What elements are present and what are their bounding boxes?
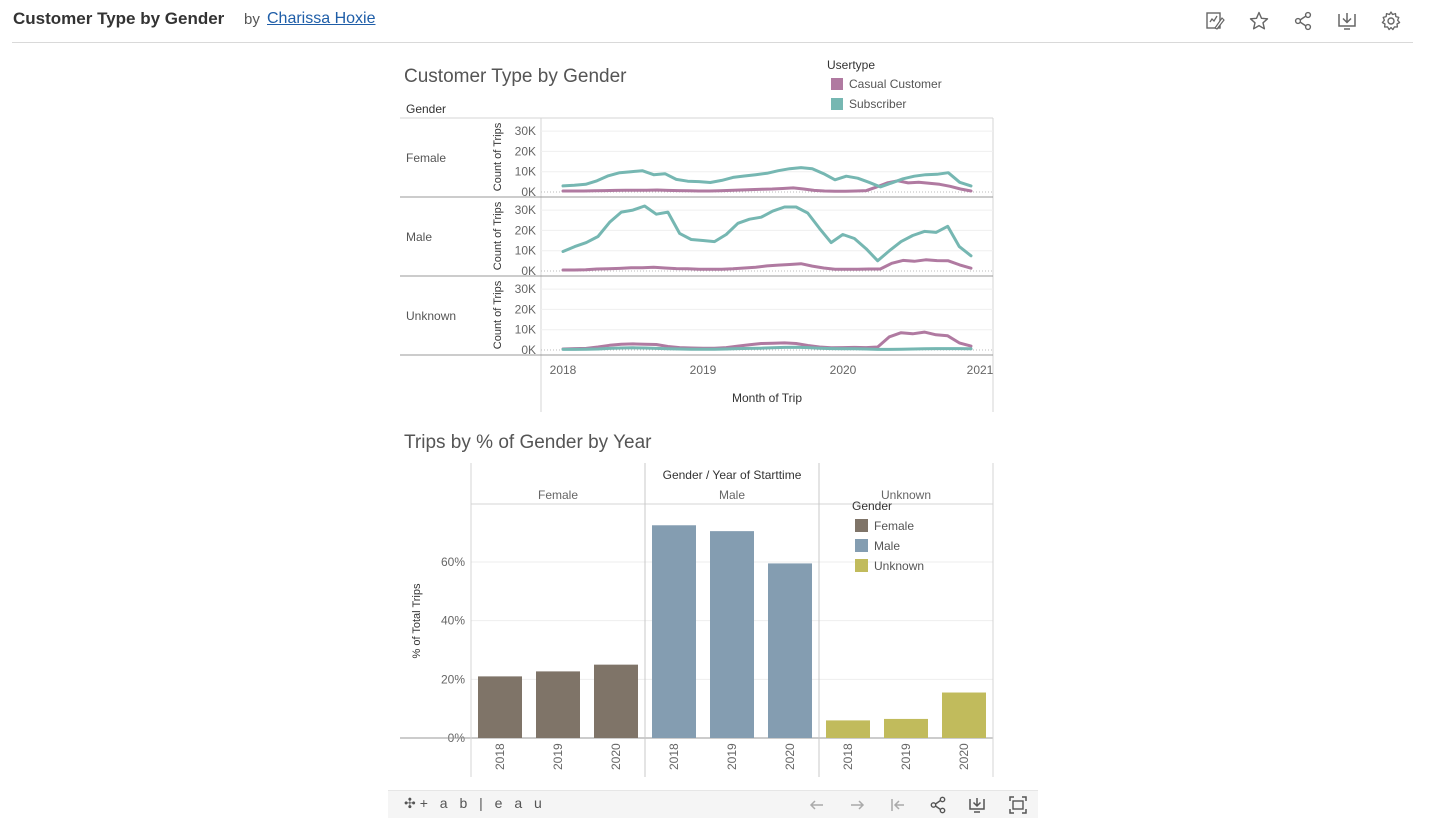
bar-group-label-male: Male: [719, 488, 745, 502]
viz-title: Customer Type by Gender: [13, 9, 225, 28]
byline-by: by: [244, 11, 260, 28]
panel-label-unknown: Unknown: [406, 309, 456, 323]
settings-gear-icon[interactable]: [1380, 10, 1402, 32]
bar-female-2020[interactable]: [594, 664, 638, 738]
series-line-casual-customer-male[interactable]: [561, 258, 973, 272]
bar-y-axis-label: % of Total Trips: [411, 583, 423, 658]
y-tick-label: 0K: [521, 264, 536, 278]
y-tick-label: 30K: [515, 124, 536, 138]
legend-swatch-unknown: [855, 559, 868, 572]
x-tick-2018: 2018: [550, 363, 577, 377]
bar-year-label: 2020: [609, 743, 623, 770]
y-axis-label: Count of Trips: [492, 201, 504, 270]
y-tick-label: 0K: [521, 343, 536, 357]
bar-male-2020[interactable]: [768, 563, 812, 738]
usertype-legend-title: Usertype: [827, 58, 875, 72]
y-tick-label: 30K: [515, 282, 536, 296]
bar-y-tick-label: 60%: [441, 555, 465, 569]
legend-label-unknown[interactable]: Unknown: [874, 559, 924, 573]
y-tick-label: 10K: [515, 244, 536, 258]
toolbar-divider: [12, 42, 1413, 43]
author-link[interactable]: Charissa Hoxie: [267, 10, 376, 27]
bar-year-label: 2018: [493, 743, 507, 770]
top-toolbar: Customer Type by Gender by Charissa Hoxi…: [0, 0, 1434, 43]
x-tick-2020: 2020: [830, 363, 857, 377]
bar-year-label: 2019: [551, 743, 565, 770]
bar-group-label-female: Female: [538, 488, 578, 502]
y-axis-label: Count of Trips: [492, 280, 504, 349]
fullscreen-icon[interactable]: [1008, 795, 1028, 815]
gender-legend-title: Gender: [852, 499, 892, 513]
edit-icon[interactable]: [1204, 10, 1226, 32]
bar-unknown-2018[interactable]: [826, 720, 870, 738]
tableau-footer-toolbar: ✣ + a b | e a u: [388, 790, 1038, 818]
y-tick-label: 20K: [515, 223, 536, 237]
bar-male-2019[interactable]: [710, 531, 754, 738]
x-axis-label: Month of Trip: [732, 391, 802, 405]
bar-female-2019[interactable]: [536, 671, 580, 738]
footer-download-icon[interactable]: [967, 795, 987, 815]
line-chart-panels: Female Count of Trips 30K 20K 10K 0K Male Count…: [400, 117, 994, 412]
bar-chart-header: Gender / Year of Starttime: [663, 468, 802, 482]
bar-unknown-2019[interactable]: [884, 718, 928, 738]
redo-arrow-icon[interactable]: [847, 795, 867, 815]
y-tick-label: 20K: [515, 302, 536, 316]
footer-share-icon[interactable]: [928, 795, 948, 815]
series-line-casual-customer-unknown[interactable]: [561, 330, 973, 351]
tableau-mark-icon: ✣: [404, 795, 416, 811]
y-tick-label: 10K: [515, 165, 536, 179]
series-line-subscriber-female[interactable]: [561, 166, 973, 189]
favorite-star-icon[interactable]: [1248, 10, 1270, 32]
bar-chart-title: Trips by % of Gender by Year: [404, 432, 652, 453]
series-line-subscriber-unknown[interactable]: [561, 345, 973, 351]
gender-row-header: Gender: [406, 102, 446, 116]
panel-label-male: Male: [406, 230, 432, 244]
legend-swatch-subscriber: [831, 98, 843, 110]
legend-label-casual[interactable]: Casual Customer: [849, 77, 942, 91]
y-tick-label: 0K: [521, 185, 536, 199]
bar-year-label: 2019: [725, 743, 739, 770]
bar-unknown-2020[interactable]: [942, 692, 986, 738]
undo-arrow-icon[interactable]: [807, 795, 827, 815]
bar-year-label: 2019: [899, 743, 913, 770]
bar-group-label-unknown: Unknown: [881, 488, 931, 502]
legend-swatch-casual: [831, 78, 843, 90]
legend-swatch-male: [855, 539, 868, 552]
revert-icon[interactable]: [888, 795, 908, 815]
legend-label-male[interactable]: Male: [874, 539, 900, 553]
bar-year-label: 2020: [783, 743, 797, 770]
download-icon[interactable]: [1336, 10, 1358, 32]
bar-year-label: 2018: [841, 743, 855, 770]
tableau-wordmark: + a b | e a u: [419, 795, 546, 811]
panel-label-female: Female: [406, 151, 446, 165]
share-icon[interactable]: [1292, 10, 1314, 32]
bar-y-tick-label: 40%: [441, 614, 465, 628]
y-axis-label: Count of Trips: [492, 122, 504, 191]
legend-label-female[interactable]: Female: [874, 519, 914, 533]
bar-year-label: 2020: [957, 743, 971, 770]
y-tick-label: 30K: [515, 203, 536, 217]
line-chart-title: Customer Type by Gender: [404, 66, 627, 87]
bar-female-2018[interactable]: [478, 676, 522, 738]
series-line-casual-customer-female[interactable]: [561, 179, 973, 193]
legend-label-subscriber[interactable]: Subscriber: [849, 97, 906, 111]
bar-male-2018[interactable]: [652, 525, 696, 738]
tableau-logo[interactable]: ✣ + a b | e a u: [404, 795, 546, 812]
x-tick-2021: 2021: [967, 363, 994, 377]
y-tick-label: 10K: [515, 323, 536, 337]
y-tick-label: 20K: [515, 144, 536, 158]
x-tick-2019: 2019: [690, 363, 717, 377]
bar-y-tick-label: 20%: [441, 672, 465, 686]
series-line-subscriber-male[interactable]: [561, 204, 973, 263]
bar-year-label: 2018: [667, 743, 681, 770]
legend-swatch-female: [855, 519, 868, 532]
